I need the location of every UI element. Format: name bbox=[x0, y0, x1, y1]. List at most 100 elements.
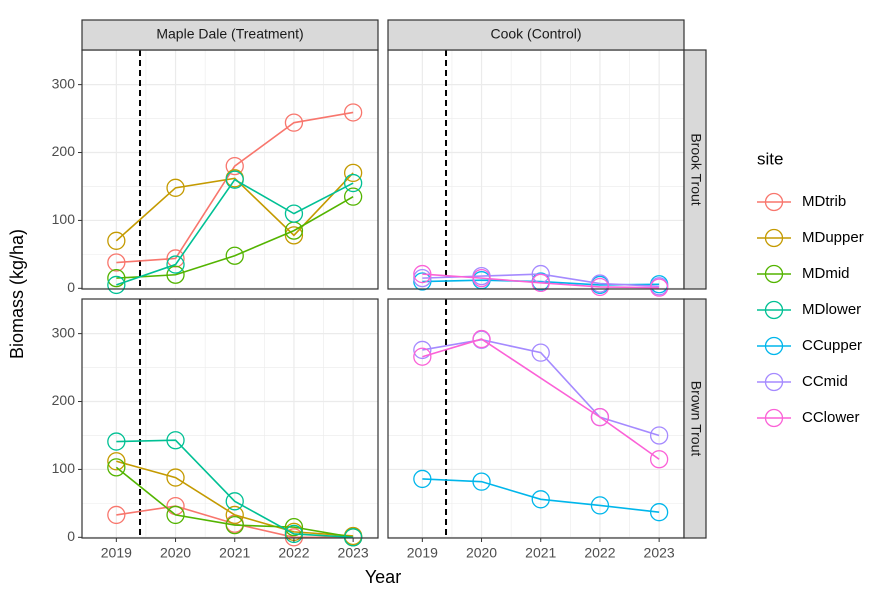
data-point bbox=[284, 528, 304, 547]
data-point bbox=[343, 103, 363, 122]
x-tick-label: 2023 bbox=[644, 545, 675, 561]
data-point bbox=[107, 452, 126, 471]
data-point bbox=[225, 170, 244, 189]
panel-background bbox=[82, 299, 378, 538]
series-line bbox=[422, 273, 660, 289]
data-point bbox=[225, 492, 244, 511]
legend-key-point bbox=[764, 372, 784, 392]
y-tick-label: 300 bbox=[52, 75, 76, 91]
x-tick-label: 2019 bbox=[101, 545, 132, 561]
data-point bbox=[284, 113, 304, 132]
data-point bbox=[649, 450, 669, 469]
x-tick-label: 2022 bbox=[278, 545, 309, 561]
legend-key-point bbox=[764, 336, 784, 356]
legend-label: CClower bbox=[802, 409, 860, 426]
series-line bbox=[116, 439, 354, 539]
data-point bbox=[166, 505, 185, 525]
data-point bbox=[225, 505, 244, 525]
legend-key-point bbox=[764, 300, 784, 320]
data-point bbox=[107, 275, 126, 295]
data-point bbox=[166, 255, 185, 274]
y-tick-label: 200 bbox=[52, 143, 76, 159]
series-line bbox=[116, 178, 354, 286]
row-strip bbox=[683, 49, 707, 290]
data-point bbox=[166, 249, 185, 268]
column-strip bbox=[81, 19, 379, 51]
data-point bbox=[472, 329, 491, 349]
x-tick-label: 2021 bbox=[525, 545, 556, 561]
data-point bbox=[649, 503, 669, 522]
y-tick-label: 300 bbox=[52, 324, 76, 340]
legend-label: MDupper bbox=[802, 229, 864, 246]
data-point bbox=[531, 490, 550, 509]
legend-key-point bbox=[764, 228, 784, 248]
data-point bbox=[413, 264, 432, 284]
data-point bbox=[590, 277, 610, 297]
data-point bbox=[649, 278, 669, 297]
strip-label: Maple Dale (Treatment) bbox=[156, 26, 303, 42]
y-tick-label: 100 bbox=[52, 211, 76, 227]
data-point bbox=[590, 496, 610, 515]
data-point bbox=[343, 163, 363, 183]
panel-background bbox=[388, 50, 684, 289]
y-tick-label: 200 bbox=[52, 392, 76, 408]
legend-label: CCmid bbox=[802, 373, 848, 390]
panel-border bbox=[81, 298, 379, 539]
data-point bbox=[166, 178, 185, 197]
data-point bbox=[413, 340, 432, 360]
panel-background bbox=[82, 50, 378, 289]
legend-label: MDtrib bbox=[802, 193, 846, 210]
data-point bbox=[343, 173, 363, 193]
x-tick-label: 2023 bbox=[338, 545, 369, 561]
y-tick-label: 100 bbox=[52, 460, 76, 476]
y-tick-label: 0 bbox=[67, 528, 75, 544]
series-line bbox=[422, 338, 660, 460]
strip-label: Brook Trout bbox=[688, 133, 704, 205]
series-line bbox=[116, 111, 354, 264]
data-point bbox=[107, 253, 126, 272]
data-point bbox=[413, 347, 432, 366]
x-axis-title: Year bbox=[365, 567, 401, 587]
data-point bbox=[590, 407, 610, 427]
series-line bbox=[422, 338, 660, 437]
strip-label: Cook (Control) bbox=[490, 26, 581, 42]
data-point bbox=[107, 231, 126, 250]
column-strip bbox=[387, 19, 685, 51]
panel-background bbox=[388, 299, 684, 538]
strip-label: Brown Trout bbox=[688, 381, 704, 457]
data-point bbox=[107, 268, 126, 288]
legend-label: MDmid bbox=[802, 265, 850, 282]
legend-key-point bbox=[764, 192, 784, 212]
x-tick-label: 2020 bbox=[160, 545, 191, 561]
row-strip bbox=[683, 298, 707, 539]
data-point bbox=[531, 343, 550, 362]
y-axis-title: Biomass (kg/ha) bbox=[7, 229, 27, 359]
data-point bbox=[531, 273, 550, 293]
data-point bbox=[284, 226, 304, 245]
data-point bbox=[343, 528, 363, 547]
series-line bbox=[115, 172, 354, 242]
data-point bbox=[166, 265, 185, 284]
x-tick-label: 2021 bbox=[219, 545, 250, 561]
legend-key-point bbox=[764, 408, 784, 428]
data-point bbox=[225, 246, 244, 265]
data-point bbox=[107, 505, 126, 525]
data-point bbox=[472, 268, 491, 288]
legend-key-point bbox=[764, 264, 784, 284]
data-point bbox=[225, 156, 244, 176]
y-tick-label: 0 bbox=[67, 279, 75, 295]
data-point bbox=[343, 187, 363, 206]
x-tick-label: 2019 bbox=[407, 545, 438, 561]
series-line bbox=[422, 478, 660, 513]
legend-label: MDlower bbox=[802, 301, 861, 318]
legend-label: CCupper bbox=[802, 337, 862, 354]
data-point bbox=[649, 426, 669, 445]
data-point bbox=[590, 274, 610, 293]
data-point bbox=[166, 431, 185, 450]
data-point bbox=[413, 469, 432, 489]
data-point bbox=[284, 204, 304, 223]
legend-title: site bbox=[757, 149, 783, 168]
data-point bbox=[107, 458, 126, 477]
data-point bbox=[284, 524, 304, 544]
